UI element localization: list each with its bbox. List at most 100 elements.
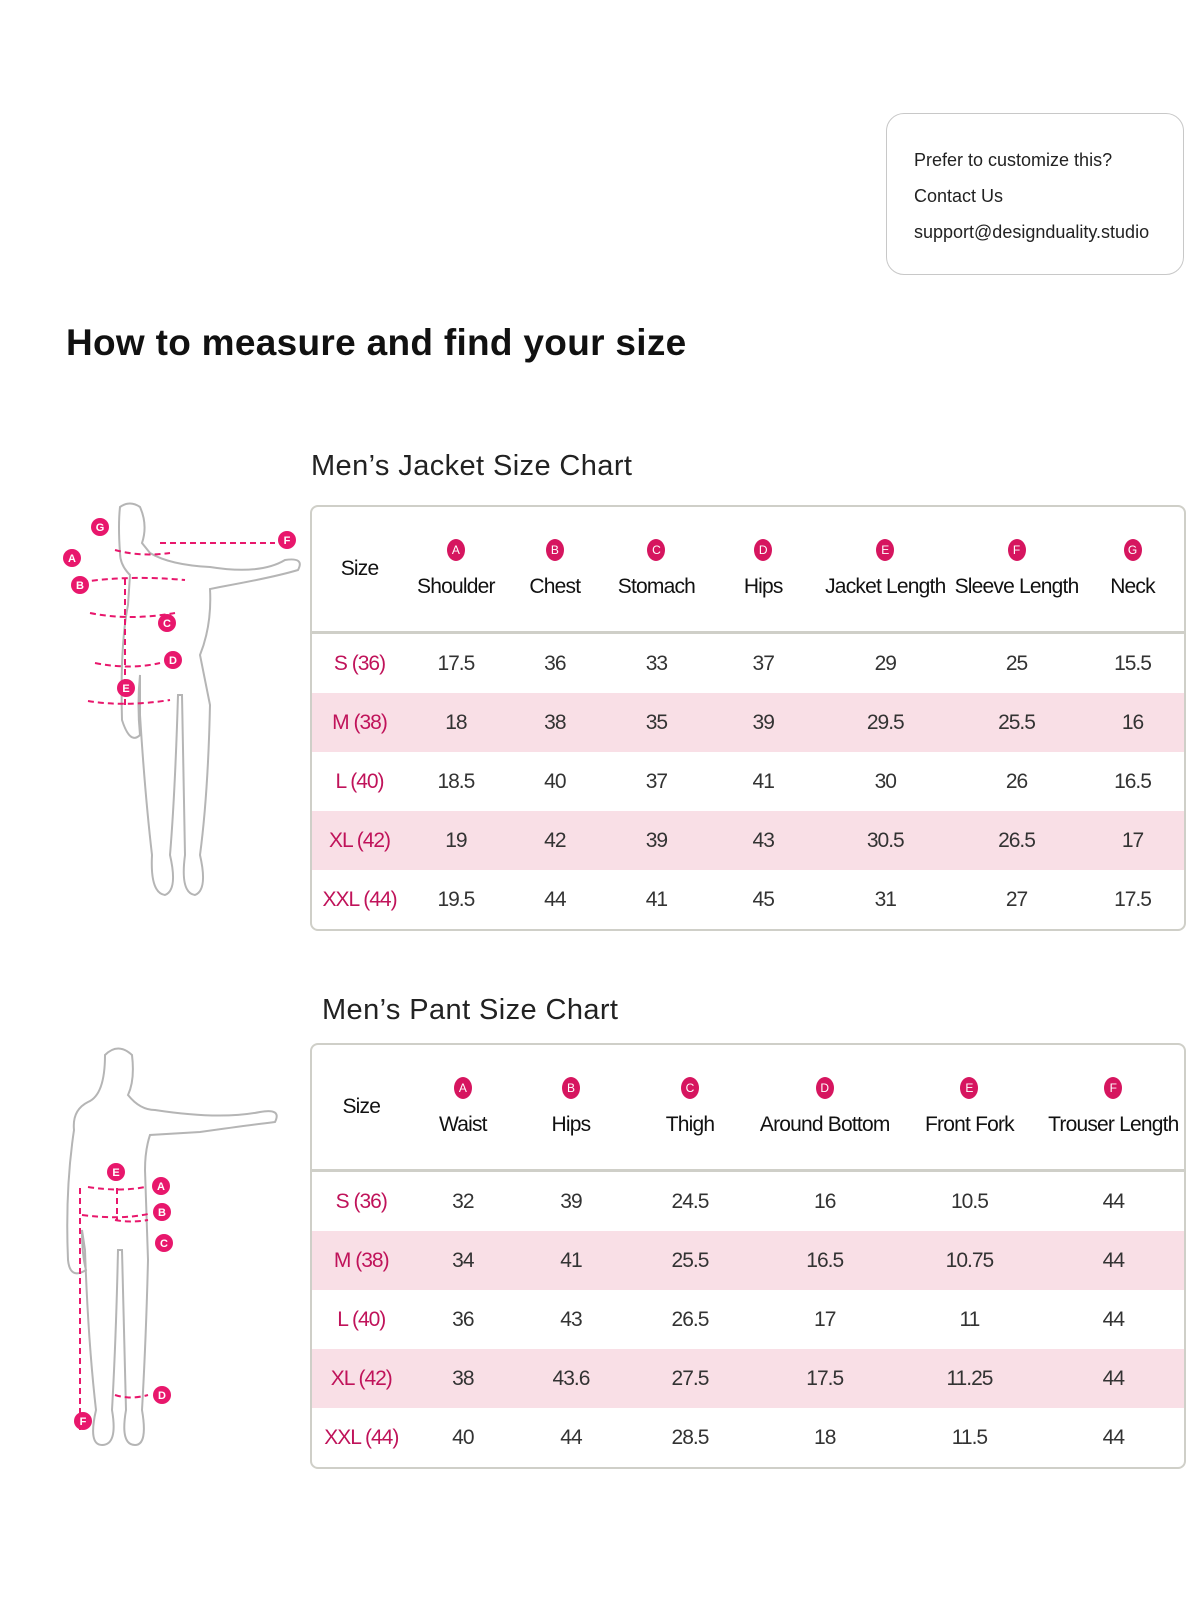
measurement-cell: 17	[814, 1307, 836, 1331]
table-row: S (36) 17.5 36 33 37 29 25 15.5	[312, 633, 1184, 694]
pant-chart-title: Men’s Pant Size Chart	[322, 994, 619, 1026]
column-label: Around Bottom	[759, 1113, 890, 1136]
svg-text:D: D	[169, 655, 177, 667]
measurement-cell: 26.5	[671, 1307, 710, 1331]
size-label: XL (42)	[312, 811, 408, 870]
size-label: S (36)	[333, 651, 386, 675]
measurement-cell: 17.5	[437, 651, 475, 675]
measurement-cell: 39	[707, 693, 819, 752]
jacket-size-table: Size A Shoulder B Chest C Stomach D Hips E Jacket …	[310, 505, 1186, 931]
pant-measurement-figure: E A B C D F	[66, 1047, 278, 1447]
table-row: XL (42) 38 43.6 27.5 17.5 11.25 44	[312, 1349, 1184, 1408]
table-row: S (36) 32 39 24.5 16 10.5 44	[312, 1171, 1184, 1232]
page-title: How to measure and find your size	[66, 322, 687, 363]
column-header-hips: D Hips	[707, 507, 819, 634]
column-header-hips: B Hips	[515, 1045, 627, 1172]
column-header-around-bottom: D Around Bottom	[753, 1045, 897, 1172]
measurement-cell: 45	[752, 887, 775, 911]
jacket-measurement-figure: G F A B C D E	[63, 502, 301, 897]
measurement-cell: 31	[874, 887, 897, 911]
measurement-badge: A	[446, 539, 465, 561]
measurement-cell: 16	[814, 1189, 836, 1213]
measurement-cell: 16	[1081, 693, 1184, 752]
column-label: Size	[342, 1095, 381, 1118]
measurement-cell: 43	[707, 811, 819, 870]
measurement-badge: A	[453, 1077, 472, 1099]
column-header-stomach: C Stomach	[604, 507, 708, 634]
measurement-cell: 43.6	[515, 1349, 627, 1408]
svg-text:B: B	[76, 580, 84, 592]
size-label: L (40)	[335, 769, 384, 793]
measurement-cell: 17.5	[1114, 887, 1152, 911]
measurement-cell: 43	[560, 1307, 582, 1331]
measurement-cell: 39	[560, 1189, 582, 1213]
measurement-cell: 41	[752, 769, 775, 793]
svg-text:B: B	[158, 1207, 166, 1219]
column-label: Jacket Length	[825, 575, 946, 598]
measurement-cell: 18	[814, 1425, 836, 1449]
measurement-cell: 19	[407, 811, 505, 870]
svg-text:C: C	[160, 1238, 168, 1250]
svg-text:D: D	[158, 1390, 166, 1402]
svg-text:E: E	[122, 683, 129, 695]
pant-figure-markers	[74, 1163, 173, 1430]
size-label: XL (42)	[312, 1349, 411, 1408]
contact-prompt: Prefer to customize this?	[914, 150, 1113, 170]
measurement-cell: 27	[1005, 887, 1028, 911]
measurement-cell: 10.75	[896, 1231, 1043, 1290]
column-label: Front Fork	[925, 1113, 1015, 1136]
measurement-cell: 34	[410, 1231, 516, 1290]
measurement-cell: 18.5	[437, 769, 475, 793]
measurement-badge: B	[545, 539, 564, 561]
measurement-cell: 30.5	[818, 811, 952, 870]
measurement-cell: 44	[560, 1425, 582, 1449]
table-row: L (40) 18.5 40 37 41 30 26 16.5	[312, 752, 1184, 811]
column-label: Sleeve Length	[954, 575, 1080, 598]
measurement-cell: 19.5	[437, 887, 475, 911]
measurement-cell: 33	[645, 651, 668, 675]
column-label: Size	[340, 557, 379, 580]
measurement-cell: 41	[515, 1231, 627, 1290]
measurement-cell: 36	[544, 651, 566, 675]
measurement-badge: E	[876, 539, 895, 561]
column-label: Chest	[529, 575, 581, 598]
table-row: M (38) 18 38 35 39 29.5 25.5 16	[312, 693, 1184, 752]
contact-email-link[interactable]: support@designduality.studio	[914, 222, 1150, 242]
measurement-cell: 44	[1042, 1231, 1184, 1290]
measurement-cell: 16.5	[753, 1231, 897, 1290]
measurement-badge: D	[754, 539, 773, 561]
size-label: M (38)	[312, 693, 408, 752]
measurement-cell: 17.5	[753, 1349, 897, 1408]
measurement-cell: 37	[752, 651, 775, 675]
svg-text:F: F	[80, 1416, 87, 1428]
svg-text:A: A	[68, 553, 76, 565]
column-header-trouser-length: F Trouser Length	[1042, 1045, 1184, 1172]
measurement-cell: 18	[407, 693, 505, 752]
measurement-cell: 25.5	[952, 693, 1082, 752]
measurement-cell: 27.5	[626, 1349, 754, 1408]
measurement-cell: 30	[874, 769, 897, 793]
measurement-cell: 38	[504, 693, 605, 752]
measurement-badge: F	[1104, 1077, 1123, 1099]
measurement-cell: 37	[645, 769, 668, 793]
measurement-cell: 36	[452, 1307, 474, 1331]
svg-text:F: F	[284, 535, 291, 547]
measurement-cell: 29.5	[818, 693, 952, 752]
svg-text:G: G	[96, 522, 105, 534]
measurement-cell: 25.5	[626, 1231, 754, 1290]
measurement-cell: 24.5	[671, 1189, 710, 1213]
table-header: Size A Shoulder B Chest C Stomach D Hips E Jacket …	[312, 507, 1184, 634]
measurement-cell: 35	[604, 693, 708, 752]
column-header-thigh: C Thigh	[626, 1045, 754, 1172]
column-header-size: Size	[312, 1045, 411, 1172]
measurement-badge: G	[1123, 539, 1142, 561]
size-label: XXL (44)	[322, 887, 397, 911]
measurement-cell: 38	[410, 1349, 516, 1408]
jacket-chart-title: Men’s Jacket Size Chart	[311, 450, 633, 482]
column-header-shoulder: A Shoulder	[407, 507, 505, 634]
measurement-cell: 29	[874, 651, 897, 675]
measurement-cell: 44	[1102, 1425, 1125, 1449]
column-label: Hips	[551, 1113, 592, 1136]
size-label: L (40)	[337, 1307, 386, 1331]
contact-us-link[interactable]: Contact Us	[914, 186, 1004, 206]
